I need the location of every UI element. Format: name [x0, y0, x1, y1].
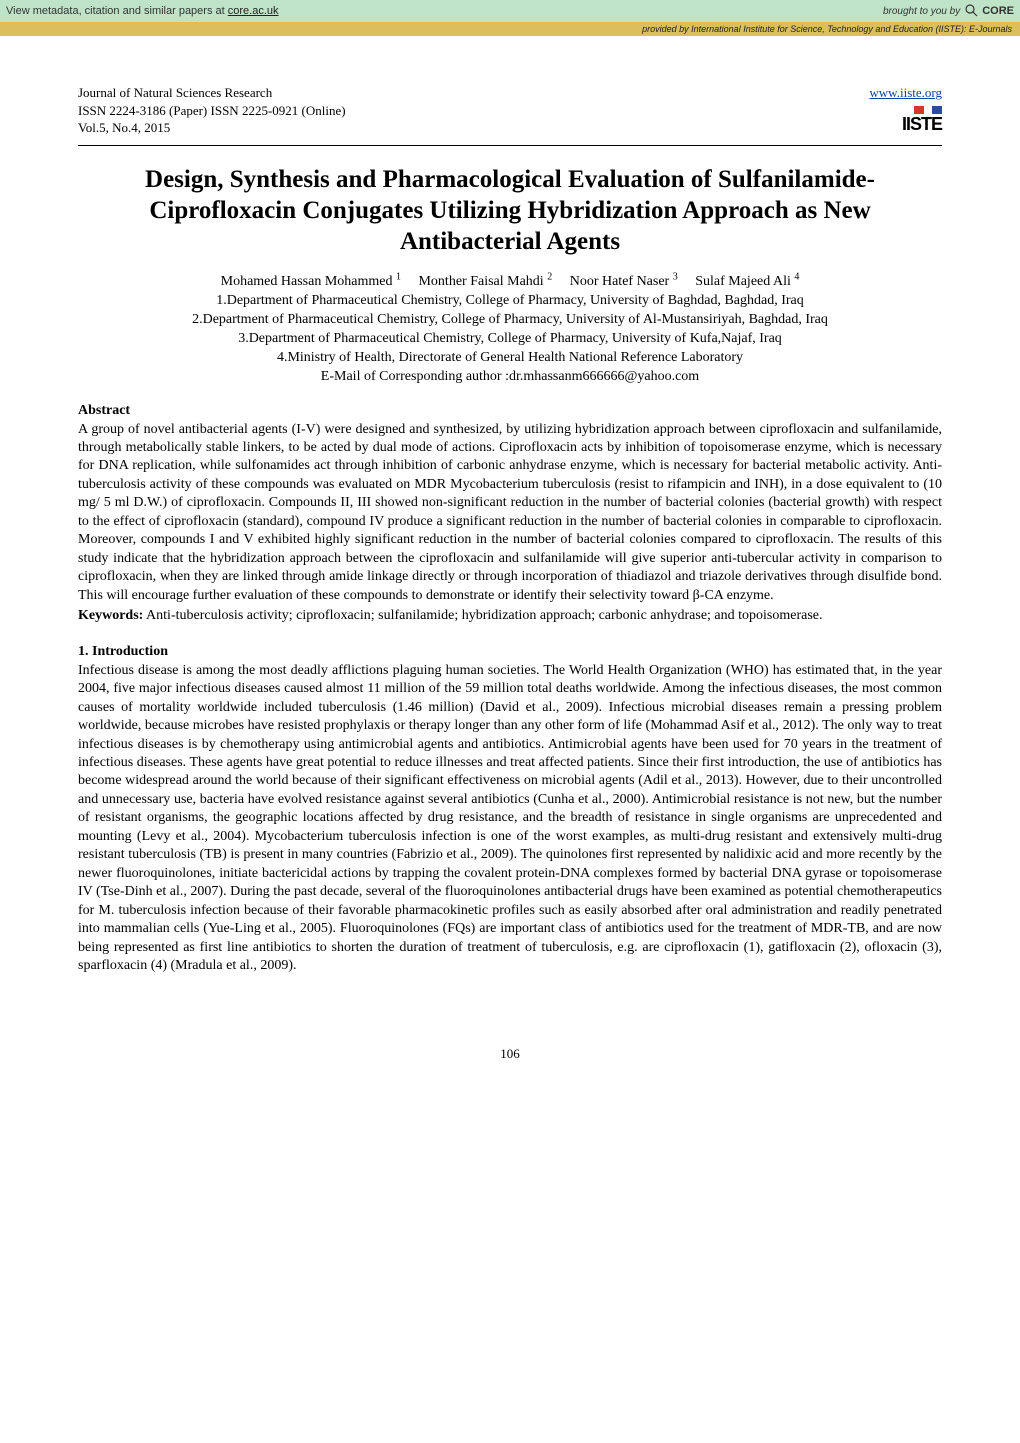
iiste-logo-bars	[869, 106, 942, 114]
iiste-logo: IISTE	[869, 106, 942, 135]
corresponding-email: E-Mail of Corresponding author :dr.mhass…	[78, 368, 942, 387]
header-rule	[78, 145, 942, 146]
core-banner-prefix: View metadata, citation and similar pape…	[6, 5, 228, 17]
author-2: Monther Faisal Mahdi 2	[418, 274, 552, 289]
journal-vol: Vol.5, No.4, 2015	[78, 119, 346, 137]
iiste-bar-blue	[932, 106, 942, 114]
core-link[interactable]: core.ac.uk	[228, 5, 279, 17]
introduction-heading: 1. Introduction	[78, 644, 942, 660]
abstract-text: A group of novel antibacterial agents (I…	[78, 421, 942, 606]
author-4: Sulaf Majeed Ali 4	[695, 274, 799, 289]
affiliations: 1.Department of Pharmaceutical Chemistry…	[78, 292, 942, 386]
affiliation-4: 4.Ministry of Health, Directorate of Gen…	[78, 349, 942, 368]
journal-site-link[interactable]: www.iiste.org	[869, 85, 942, 100]
abstract-heading: Abstract	[78, 403, 942, 419]
introduction-text: Infectious disease is among the most dea…	[78, 662, 942, 976]
page-number: 106	[78, 1046, 942, 1062]
journal-header-right: www.iiste.org IISTE	[869, 84, 942, 135]
affiliation-3: 3.Department of Pharmaceutical Chemistry…	[78, 330, 942, 349]
core-search-icon	[964, 3, 978, 20]
iiste-bar-gap	[926, 106, 930, 114]
paper-title: Design, Synthesis and Pharmacological Ev…	[78, 164, 942, 258]
journal-name: Journal of Natural Sciences Research	[78, 84, 346, 102]
journal-issn: ISSN 2224-3186 (Paper) ISSN 2225-0921 (O…	[78, 102, 346, 120]
core-banner-right: brought to you by CORE	[883, 3, 1014, 20]
core-banner-left: View metadata, citation and similar pape…	[6, 5, 279, 17]
keywords-text: Anti-tuberculosis activity; ciprofloxaci…	[143, 608, 822, 623]
provided-by-bar: provided by International Institute for …	[0, 22, 1020, 36]
core-logo-text: CORE	[982, 5, 1014, 17]
keywords-line: Keywords: Anti-tuberculosis activity; ci…	[78, 607, 942, 625]
core-banner: View metadata, citation and similar pape…	[0, 0, 1020, 22]
provided-by-text: provided by International Institute for …	[642, 24, 1012, 34]
iiste-logo-text: IISTE	[869, 114, 942, 135]
authors-line: Mohamed Hassan Mohammed 1 Monther Faisal…	[78, 271, 942, 290]
affiliation-2: 2.Department of Pharmaceutical Chemistry…	[78, 311, 942, 330]
author-3: Noor Hatef Naser 3	[570, 274, 678, 289]
journal-header-left: Journal of Natural Sciences Research ISS…	[78, 84, 346, 137]
keywords-label: Keywords:	[78, 608, 143, 623]
iiste-bar-red	[914, 106, 924, 114]
core-brought-by: brought to you by	[883, 6, 960, 17]
author-1: Mohamed Hassan Mohammed 1	[221, 274, 401, 289]
affiliation-1: 1.Department of Pharmaceutical Chemistry…	[78, 292, 942, 311]
journal-header: Journal of Natural Sciences Research ISS…	[78, 84, 942, 137]
page-content: Journal of Natural Sciences Research ISS…	[0, 36, 1020, 1092]
